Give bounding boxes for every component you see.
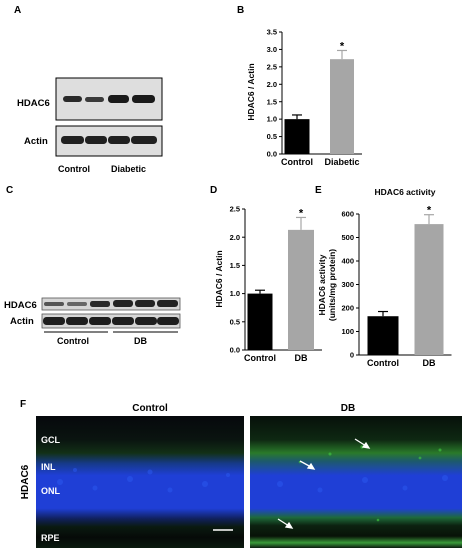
blot-a-group-diabetic: Diabetic xyxy=(111,164,146,174)
y-tick-label: 2.0 xyxy=(230,233,240,242)
micro-col-db: DB xyxy=(341,403,355,414)
panel-f-letter: F xyxy=(20,399,26,410)
bar-control xyxy=(247,293,273,350)
panel-b-letter: B xyxy=(237,5,244,16)
y-tick-label: 3.5 xyxy=(267,28,277,37)
blot-c-group-db: DB xyxy=(134,336,147,346)
micro-control-image xyxy=(36,416,244,548)
y-axis-label-line: (units/mg protein) xyxy=(327,249,337,321)
y-axis-label: HDAC6 activity(units/mg protein) xyxy=(317,249,337,321)
panel-a-letter: A xyxy=(14,5,21,16)
micro-col-control: Control xyxy=(132,403,168,414)
category-label: Control xyxy=(244,353,276,363)
micro-side-label: HDAC6 xyxy=(20,464,31,499)
layer-label-gcl: GCL xyxy=(41,435,61,445)
layer-label-onl: ONL xyxy=(41,486,61,496)
panel-e-letter: E xyxy=(315,185,322,196)
y-tick-label: 500 xyxy=(341,233,354,242)
significance-marker: * xyxy=(427,205,432,217)
category-label: Control xyxy=(281,157,313,167)
blot-a-actin-bands xyxy=(61,136,157,144)
y-tick-label: 1.5 xyxy=(230,261,240,270)
blot-a-hdac6-bands xyxy=(63,95,155,103)
layer-label-inl: INL xyxy=(41,462,56,472)
bar-control xyxy=(367,316,399,355)
y-tick-label: 1.0 xyxy=(267,115,277,124)
chart-d: 0.0 0.5 1.0 1.5 2.0 2.5 Control DB * HDAC6 / Acti… xyxy=(214,205,322,363)
y-tick-label: 0.0 xyxy=(267,150,277,159)
micro-db-arrows xyxy=(277,438,371,529)
bar-diabetic xyxy=(330,59,354,155)
y-tick-label: 0 xyxy=(350,351,354,360)
y-tick-label: 600 xyxy=(341,210,354,219)
y-tick-label: 1.5 xyxy=(267,97,277,106)
panel-c-letter: C xyxy=(6,185,13,196)
blot-c-group-control: Control xyxy=(57,336,89,346)
chart-e: 0 100 200 300 400 500 600 Control DB * HDAC6 activ… xyxy=(317,187,452,368)
y-tick-label: 2.5 xyxy=(230,205,240,214)
micro-db-image xyxy=(250,416,462,548)
blot-a-row-hdac6: HDAC6 xyxy=(17,98,50,109)
y-tick-label: 2.0 xyxy=(267,80,277,89)
category-label: DB xyxy=(295,353,308,363)
blot-c-row-actin: Actin xyxy=(10,316,34,327)
y-axis-label-line: HDAC6 activity xyxy=(317,254,327,315)
chart-b: 0.0 0.5 1.0 1.5 2.0 2.5 3.0 3.5 Control Diabetic *… xyxy=(246,28,362,167)
y-tick-label: 0.0 xyxy=(230,346,240,355)
bar-db xyxy=(414,224,444,355)
chart-title: HDAC6 activity xyxy=(375,187,436,197)
layer-label-rpe: RPE xyxy=(41,533,60,543)
y-tick-label: 3.0 xyxy=(267,45,277,54)
y-tick-label: 100 xyxy=(341,327,354,336)
y-axis-label: HDAC6 / Actin xyxy=(214,250,224,307)
category-label: Control xyxy=(367,358,399,368)
blot-a-row-actin: Actin xyxy=(24,136,48,147)
blot-c-hdac6-bands xyxy=(44,300,178,307)
y-axis-label: HDAC6 / Actin xyxy=(246,63,256,120)
y-tick-label: 300 xyxy=(341,280,354,289)
y-tick-label: 2.5 xyxy=(267,62,277,71)
bar-db xyxy=(288,229,314,350)
bar-control xyxy=(284,119,310,154)
category-label: DB xyxy=(423,358,436,368)
significance-marker: * xyxy=(340,40,345,52)
blot-c-actin-bands xyxy=(43,317,179,325)
y-tick-label: 400 xyxy=(341,257,354,266)
blot-c-row-hdac6: HDAC6 xyxy=(4,300,37,311)
y-tick-label: 1.0 xyxy=(230,289,240,298)
significance-marker: * xyxy=(299,207,304,219)
y-tick-label: 200 xyxy=(341,304,354,313)
panel-d-letter: D xyxy=(210,185,217,196)
y-tick-label: 0.5 xyxy=(267,132,277,141)
blot-a-group-control: Control xyxy=(58,164,90,174)
category-label: Diabetic xyxy=(324,157,359,167)
y-tick-label: 0.5 xyxy=(230,317,240,326)
